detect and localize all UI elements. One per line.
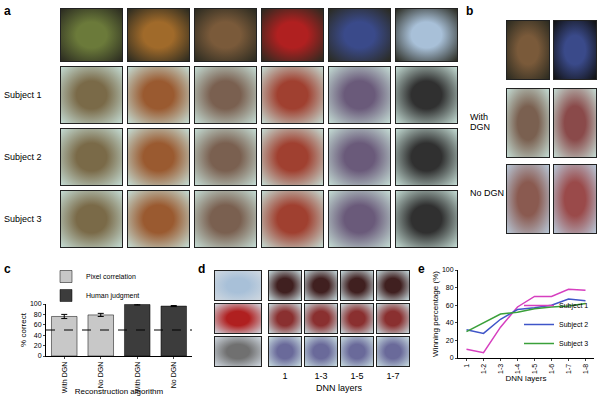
svg-text:1-2: 1-2 bbox=[480, 364, 487, 374]
svg-text:0: 0 bbox=[450, 354, 454, 361]
svg-text:Subject 3: Subject 3 bbox=[559, 340, 588, 348]
svg-text:% correct: % correct bbox=[19, 312, 28, 347]
svg-text:1-4: 1-4 bbox=[514, 364, 521, 374]
html-text:a: a bbox=[4, 4, 11, 18]
svg-text:20: 20 bbox=[446, 337, 454, 344]
svg-text:DNN layers: DNN layers bbox=[506, 374, 547, 383]
html-text:d: d bbox=[198, 262, 206, 276]
svg-text:1-3: 1-3 bbox=[497, 364, 504, 374]
html-text:c: c bbox=[4, 262, 11, 276]
svg-text:Subject 1: Subject 1 bbox=[559, 302, 588, 310]
svg-text:60: 60 bbox=[446, 302, 454, 309]
svg-text:1-7: 1-7 bbox=[565, 364, 572, 374]
svg-text:100: 100 bbox=[442, 266, 454, 273]
html-text:No DGN: No DGN bbox=[470, 188, 504, 198]
svg-text:100: 100 bbox=[30, 300, 42, 307]
html-text:1-3: 1-3 bbox=[314, 371, 328, 381]
svg-text:No DGN: No DGN bbox=[170, 362, 177, 388]
svg-text:No DGN: No DGN bbox=[97, 362, 104, 388]
svg-text:1-6: 1-6 bbox=[548, 364, 555, 374]
svg-text:With DGN: With DGN bbox=[134, 362, 141, 394]
html-text:1-5: 1-5 bbox=[350, 371, 364, 381]
svg-text:20: 20 bbox=[34, 342, 42, 349]
html-text:Subject 2: Subject 2 bbox=[4, 152, 42, 162]
svg-text:1-5: 1-5 bbox=[531, 364, 538, 374]
svg-text:60: 60 bbox=[34, 321, 42, 328]
html-text:e: e bbox=[418, 262, 425, 276]
svg-text:1: 1 bbox=[463, 364, 470, 368]
svg-text:With DGN: With DGN bbox=[61, 362, 68, 394]
svg-text:40: 40 bbox=[34, 332, 42, 339]
html-text:Subject 3: Subject 3 bbox=[4, 214, 42, 224]
html-text:Subject 1: Subject 1 bbox=[4, 90, 42, 100]
svg-text:80: 80 bbox=[34, 311, 42, 318]
svg-text:Subject 2: Subject 2 bbox=[559, 321, 588, 329]
svg-text:Pixel correlation: Pixel correlation bbox=[86, 273, 136, 280]
html-text:1: 1 bbox=[282, 371, 288, 381]
svg-text:0: 0 bbox=[38, 352, 42, 359]
svg-text:40: 40 bbox=[446, 319, 454, 326]
html-text:DNN layers: DNN layers bbox=[316, 383, 362, 393]
svg-text:80: 80 bbox=[446, 284, 454, 291]
svg-text:Winning percentage (%): Winning percentage (%) bbox=[431, 271, 440, 357]
html-text:With DGN: With DGN bbox=[470, 112, 490, 132]
html-text:1-7: 1-7 bbox=[386, 371, 400, 381]
svg-text:Human judgment: Human judgment bbox=[86, 292, 139, 300]
svg-text:Reconstruction algorithm: Reconstruction algorithm bbox=[75, 387, 164, 396]
svg-text:1-8: 1-8 bbox=[582, 364, 589, 374]
html-text:b: b bbox=[466, 4, 474, 18]
